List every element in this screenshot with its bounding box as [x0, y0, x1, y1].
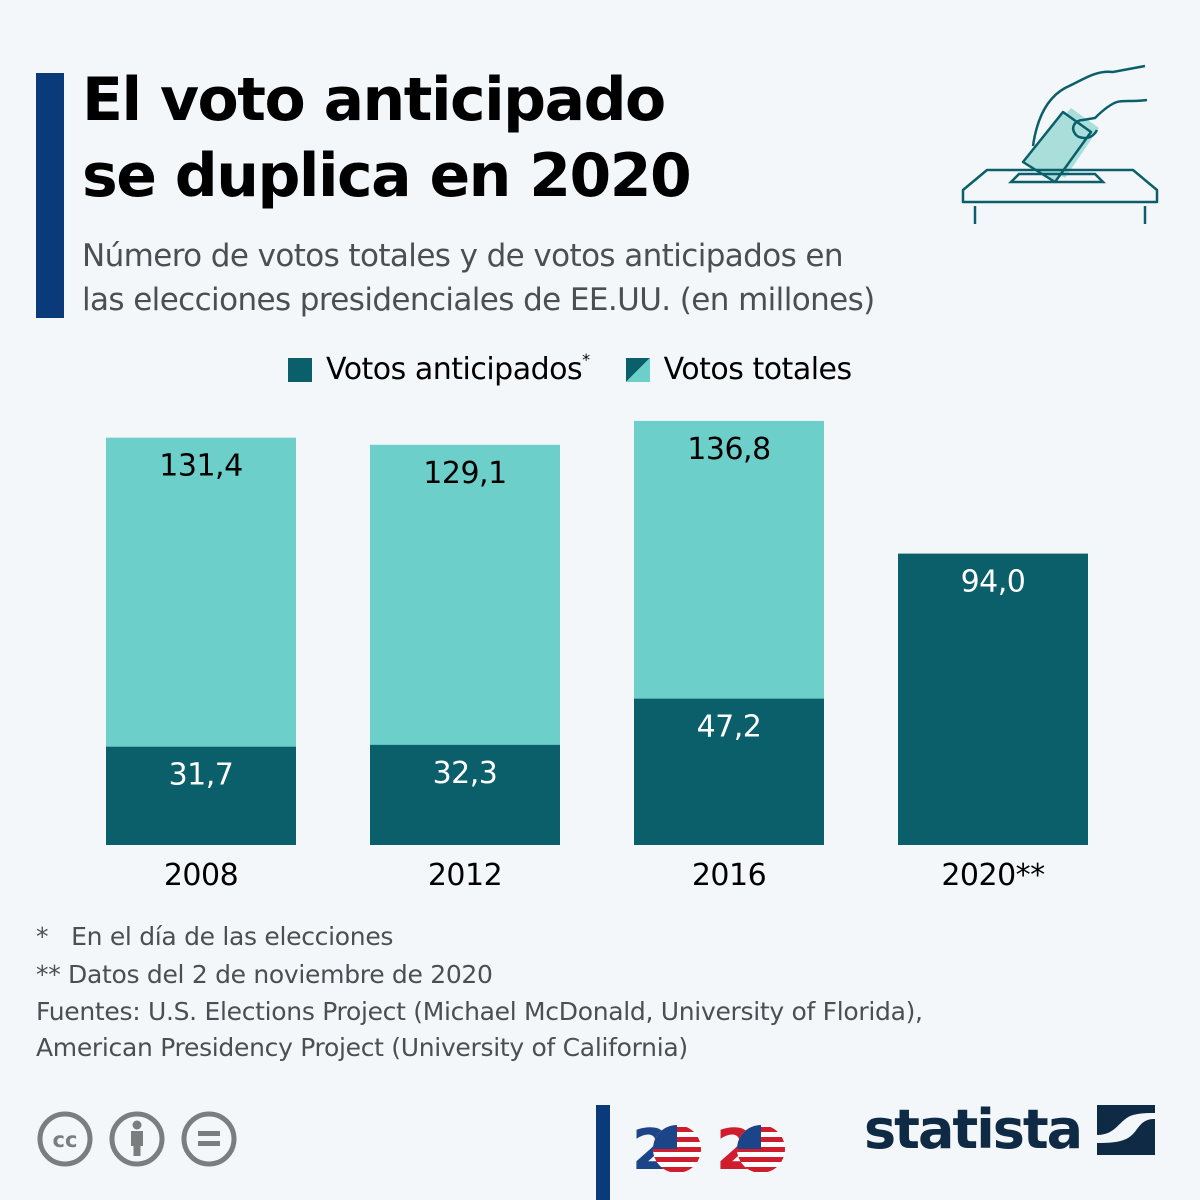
statista-wordmark: statista	[864, 1098, 1083, 1161]
bar-label-early: 31,7	[169, 758, 234, 793]
footnote-1: * En el día de las elecciones	[36, 922, 394, 951]
no-derivatives-icon[interactable]	[180, 1110, 238, 1168]
cc-icon[interactable]: cc	[36, 1110, 94, 1168]
sources: Fuentes: U.S. Elections Project (Michael…	[36, 997, 923, 1062]
chart-legend: Votos anticipados* Votos totales	[288, 350, 888, 387]
bar-label-total: 136,8	[687, 432, 770, 467]
svg-text:cc: cc	[53, 1128, 78, 1152]
bar-early-2008	[106, 746, 296, 845]
title-line-1: El voto anticipado	[82, 65, 666, 135]
license-icons: cc	[36, 1110, 238, 1168]
statista-logo[interactable]: statista	[864, 1098, 1156, 1161]
x-tick-label: 2008	[164, 858, 238, 893]
title-line-2: se duplica en 2020	[82, 141, 692, 211]
bar-early-2016	[634, 698, 824, 845]
x-tick-label: 2012	[428, 858, 502, 893]
bar-label-early: 32,3	[433, 756, 498, 791]
legend-swatch-total	[625, 357, 650, 382]
legend-swatch-early	[288, 357, 312, 382]
election-2020-logo: 2 2	[596, 1105, 785, 1200]
legend-label-early: Votos anticipados*	[326, 350, 590, 387]
page-subtitle: Número de votos totales y de votos antic…	[82, 234, 1082, 322]
bar-label-early: 94,0	[961, 565, 1026, 600]
page-title: El voto anticipado se duplica en 2020	[82, 62, 692, 214]
accent-bar	[36, 73, 64, 318]
footnote-2: ** Datos del 2 de noviembre de 2020	[36, 960, 493, 989]
statista-mark-icon	[1097, 1104, 1156, 1155]
x-tick-label: 2016	[692, 858, 766, 893]
bar-early-2020	[898, 553, 1088, 845]
ballot-box-icon	[961, 64, 1159, 224]
legend-item-early: Votos anticipados*	[288, 350, 590, 387]
subtitle-line-2: las elecciones presidenciales de EE.UU. …	[82, 282, 875, 318]
subtitle-line-1: Número de votos totales y de votos antic…	[82, 238, 844, 274]
legend-item-total: Votos totales	[625, 352, 853, 387]
x-tick-label: 2020**	[941, 858, 1045, 893]
bar-label-total: 129,1	[423, 456, 506, 491]
bar-early-2012	[370, 744, 560, 845]
legend-label-total: Votos totales	[663, 352, 853, 387]
bar-chart: 131,4 31,7 2008 129,1 32,3 2012 136,8 47,2 2016 9…	[106, 420, 1088, 893]
attribution-icon[interactable]	[108, 1110, 166, 1168]
bar-label-early: 47,2	[697, 710, 762, 745]
footnotes: * En el día de las elecciones ** Datos d…	[36, 918, 923, 1066]
bar-label-total: 131,4	[159, 449, 242, 484]
